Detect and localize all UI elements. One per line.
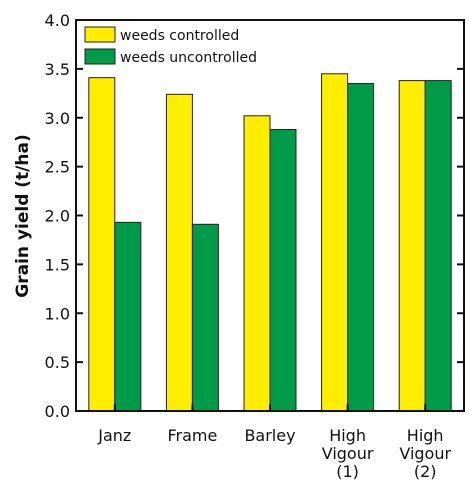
bar-uncontrolled-2 — [269, 128, 297, 412]
y-tick-label: 2.0 — [45, 207, 70, 226]
bar-controlled-0 — [88, 77, 116, 412]
bar-uncontrolled-1 — [191, 223, 219, 412]
bar-uncontrolled-0 — [114, 221, 142, 412]
axes — [75, 19, 464, 412]
axis-labels: 0.0 0.5 1.0 1.5 2.0 2.5 3.0 3.5 4.0 Janz Frame Barl… — [45, 11, 452, 481]
x-tick-label: High — [407, 426, 444, 445]
bar-controlled-1 — [165, 93, 193, 412]
legend: weeds controlled weeds uncontrolled — [84, 26, 257, 66]
y-tick-label: 2.5 — [45, 158, 70, 177]
bar-controlled-4 — [398, 80, 426, 412]
bar-uncontrolled-3 — [347, 83, 375, 412]
legend-label-1: weeds uncontrolled — [120, 50, 257, 66]
bar-controlled-2 — [243, 115, 271, 412]
legend-swatch-1 — [84, 48, 116, 65]
bars — [88, 73, 452, 412]
x-tick-label: High — [329, 426, 366, 445]
y-tick-label: 0.0 — [45, 402, 70, 421]
x-tick-label: Barley — [244, 426, 295, 445]
x-tick-label: (1) — [336, 462, 359, 481]
bar-uncontrolled-4 — [424, 80, 452, 412]
legend-swatch-0 — [84, 26, 116, 43]
y-tick-label: 0.5 — [45, 353, 70, 372]
x-tick-label: Vigour — [399, 444, 451, 463]
y-axis-title: Grain yield (t/ha) — [13, 134, 33, 297]
y-tick-label: 4.0 — [45, 11, 70, 30]
y-tick-label: 1.5 — [45, 255, 70, 274]
y-tick-label: 3.5 — [45, 60, 70, 79]
x-tick-label: Frame — [167, 426, 217, 445]
x-tick-label: (2) — [414, 462, 437, 481]
x-tick-label: Janz — [97, 426, 131, 445]
legend-label-0: weeds controlled — [120, 28, 239, 44]
y-tick-label: 1.0 — [45, 304, 70, 323]
y-tick-label: 3.0 — [45, 109, 70, 128]
bar-controlled-3 — [321, 73, 349, 412]
x-tick-label: Vigour — [322, 444, 374, 463]
